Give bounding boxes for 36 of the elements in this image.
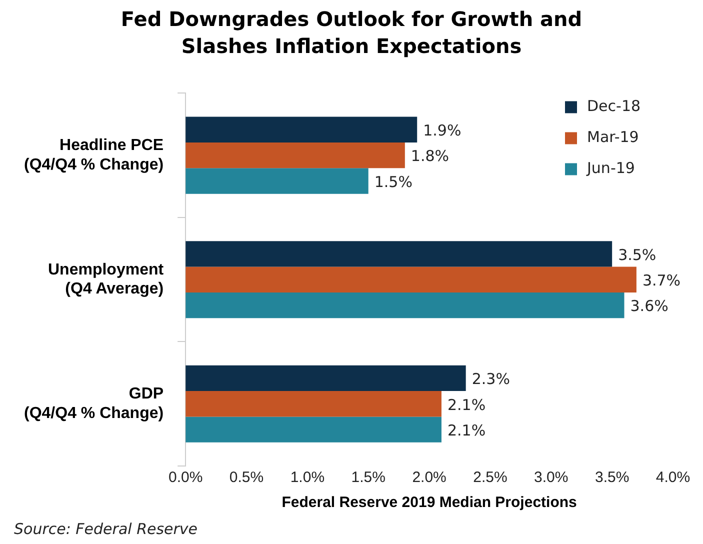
x-axis-title: Federal Reserve 2019 Median Projections xyxy=(282,494,577,512)
data-label: 3.6% xyxy=(630,297,668,316)
bar xyxy=(186,168,368,194)
x-tick-label: 3.5% xyxy=(594,469,630,486)
y-tick-label: Unemployment (Q4 Average) xyxy=(48,261,164,298)
legend-label: Dec-18 xyxy=(587,97,641,116)
bar xyxy=(186,391,442,417)
bar xyxy=(186,416,442,442)
x-tick-label: 0.5% xyxy=(229,469,264,486)
legend-label: Mar-19 xyxy=(587,128,639,146)
bar xyxy=(186,241,612,267)
x-tick-label: 1.5% xyxy=(351,469,386,486)
x-tick-label: 4.0% xyxy=(656,469,690,486)
data-label: 1.5% xyxy=(374,172,412,191)
data-label: 3.5% xyxy=(618,246,656,264)
x-tick-label: 3.0% xyxy=(534,469,568,486)
legend-label: Jun-19 xyxy=(586,159,635,178)
data-label: 2.3% xyxy=(472,370,510,388)
x-tick-label: 2.0% xyxy=(412,469,446,486)
bar xyxy=(186,142,405,168)
y-tick-label: Headline PCE (Q4/Q4 % Change) xyxy=(24,137,164,174)
chart-title: Fed Downgrades Outlook for Growth and Slashes Inflation Expectations xyxy=(120,6,584,60)
bar xyxy=(186,116,418,142)
data-label: 2.1% xyxy=(447,421,486,440)
bar xyxy=(186,266,636,292)
data-label: 2.1% xyxy=(447,396,486,414)
source-note: Source: Federal Reserve xyxy=(14,520,198,538)
data-label: 3.7% xyxy=(642,271,681,290)
y-tick-label: GDP (Q4/Q4 % Change) xyxy=(24,386,164,422)
data-label: 1.8% xyxy=(410,147,450,166)
x-tick-label: 1.0% xyxy=(290,469,325,486)
bar xyxy=(186,292,624,318)
x-tick-label: 0.0% xyxy=(168,469,203,486)
data-label: 1.9% xyxy=(423,122,462,140)
x-tick-label: 2.5% xyxy=(473,469,508,486)
bar xyxy=(186,365,466,392)
